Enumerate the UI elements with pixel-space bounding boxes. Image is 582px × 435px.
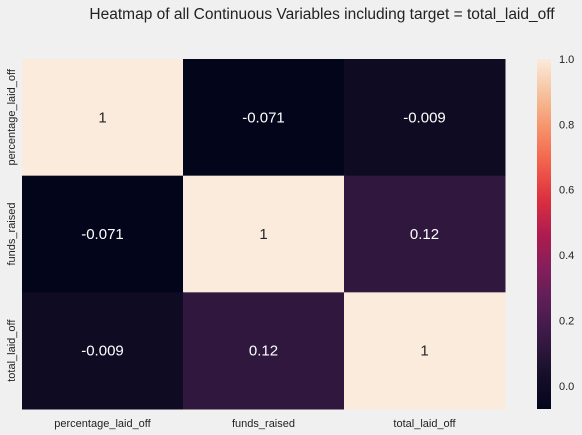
heatmap-cell: [344, 59, 506, 177]
colorbar-tick-label: 0.2: [559, 315, 574, 327]
cell-annotation: 1: [420, 343, 428, 360]
cell-annotation: -0.071: [81, 226, 124, 243]
x-axis-tick-labels: percentage_laid_off funds_raised total_lai…: [54, 418, 456, 430]
cell-annotation: 0.12: [249, 343, 278, 360]
y-tick-label: percentage_laid_off: [6, 68, 18, 165]
heatmap-cell: [22, 292, 184, 410]
cell-annotation: 1: [98, 109, 106, 126]
colorbar-tick-label: 1.0: [559, 54, 574, 66]
colorbar-ticks: 0.0 0.2 0.4 0.6 0.8 1.0: [559, 54, 574, 393]
x-tick-label: funds_raised: [232, 418, 295, 430]
y-tick-label: funds_raised: [6, 203, 18, 266]
heatmap-cell: [183, 175, 345, 293]
heatmap-cell: [344, 175, 506, 293]
y-axis-tick-labels: percentage_laid_off funds_raised total_lai…: [6, 68, 18, 382]
y-tick-label: total_laid_off: [6, 319, 18, 382]
heatmap-cells: [22, 59, 506, 410]
cell-annotation: -0.009: [403, 109, 446, 126]
heatmap-cell: [22, 175, 184, 293]
heatmap-cell: [22, 59, 184, 177]
cell-annotation: -0.071: [242, 109, 285, 126]
heatmap-annotations: 1 -0.071 -0.009 -0.071 1 0.12 -0.009 0.12 1: [81, 109, 446, 359]
heatmap-cell: [183, 59, 345, 177]
cell-annotation: -0.009: [81, 343, 124, 360]
colorbar-tick-label: 0.0: [559, 381, 574, 393]
heatmap-cell: [183, 292, 345, 410]
heatmap-cell: [344, 292, 506, 410]
x-tick-label: percentage_laid_off: [54, 418, 151, 430]
colorbar: 0.0 0.2 0.4 0.6 0.8 1.0: [537, 54, 574, 409]
colorbar-tick-label: 0.8: [559, 119, 574, 131]
x-tick-label: total_laid_off: [393, 418, 456, 430]
colorbar-tick-label: 0.4: [559, 250, 574, 262]
cell-annotation: 0.12: [410, 226, 439, 243]
colorbar-tick-label: 0.6: [559, 185, 574, 197]
colorbar-gradient: [537, 59, 551, 409]
chart-title: Heatmap of all Continuous Variables incl…: [89, 6, 555, 23]
cell-annotation: 1: [259, 226, 267, 243]
